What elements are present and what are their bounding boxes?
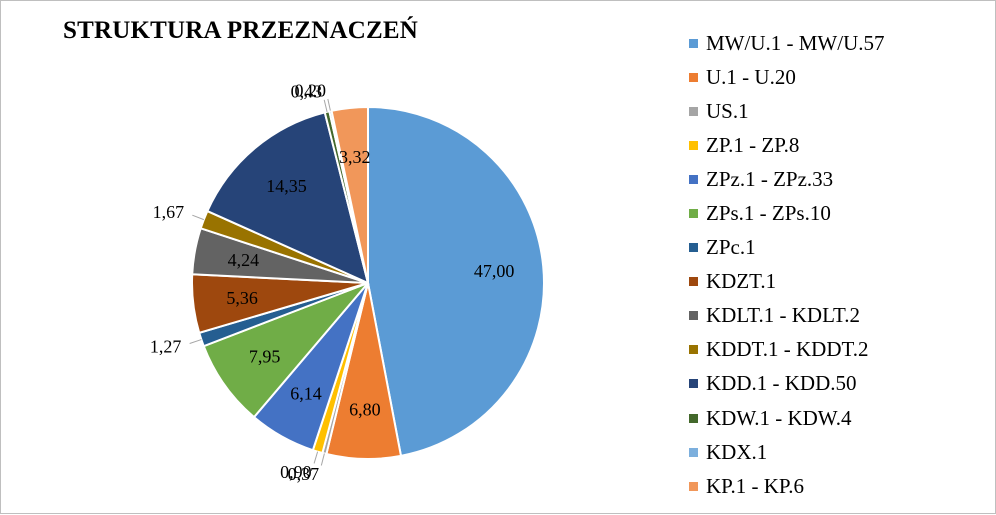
legend-label: US.1 [706,98,749,123]
legend-item-2: US.1 [689,94,884,128]
legend-swatch [689,106,698,116]
legend-swatch [689,447,698,457]
legend-label: MW/U.1 - MW/U.57 [706,30,885,55]
legend-item-13: KP.1 - KP.6 [689,469,884,503]
legend-item-0: MW/U.1 - MW/U.57 [689,26,884,60]
legend-item-5: ZPs.1 - ZPs.10 [689,196,884,230]
legend-label: KP.1 - KP.6 [706,473,805,498]
legend-swatch [689,140,698,150]
legend-swatch [689,174,698,184]
legend-label: U.1 - U.20 [706,64,796,89]
legend-swatch [689,345,698,355]
legend-swatch [689,38,698,48]
legend-swatch [689,243,698,253]
leader-line-2 [320,453,325,466]
legend-swatch [689,413,698,423]
legend-swatch [689,277,698,287]
legend-label: KDD.1 - KDD.50 [706,371,857,396]
data-label-3: 0,90 [280,462,312,482]
legend-label: KDLT.1 - KDLT.2 [706,303,860,328]
legend-item-9: KDDT.1 - KDDT.2 [689,333,884,367]
legend-swatch [689,209,698,219]
legend-item-3: ZP.1 - ZP.8 [689,128,884,162]
legend-label: KDW.1 - KDW.4 [706,405,852,430]
data-label-6: 1,27 [150,336,182,356]
legend-item-8: KDLT.1 - KDLT.2 [689,299,884,333]
legend-label: KDDT.1 - KDDT.2 [706,337,869,362]
data-label-13: 3,32 [339,147,371,167]
legend-item-10: KDD.1 - KDD.50 [689,367,884,401]
legend-swatch [689,72,698,82]
legend: MW/U.1 - MW/U.57 U.1 - U.20 US.1 ZP.1 - ZP.… [689,26,884,503]
leader-line-9 [192,214,204,221]
data-label-2: 0,37 [288,464,320,484]
data-label-1: 6,80 [349,400,381,420]
data-label-9: 1,67 [153,202,185,222]
legend-label: ZPz.1 - ZPz.33 [706,166,834,191]
legend-label: KDZT.1 [706,269,777,294]
legend-item-1: U.1 - U.20 [689,60,884,94]
data-label-12: 0,20 [294,80,326,100]
leader-line-12 [327,98,331,112]
data-label-0: 47,00 [474,261,515,281]
legend-label: KDX.1 [706,439,768,464]
pie-slice-0 [367,105,545,458]
legend-item-11: KDW.1 - KDW.4 [689,401,884,435]
leader-line-3 [313,451,319,464]
data-label-4: 6,14 [290,384,322,404]
legend-label: ZPs.1 - ZPs.10 [706,201,831,226]
leader-line-6 [189,339,202,344]
pie-slice-13 [330,105,369,284]
data-label-11: 0,43 [291,81,323,101]
leader-line-11 [323,99,328,112]
data-label-7: 5,36 [226,288,258,308]
legend-label: ZP.1 - ZP.8 [706,132,800,157]
data-label-10: 14,35 [266,176,307,196]
legend-label: ZPc.1 [706,235,756,260]
legend-swatch [689,379,698,389]
chart-title: STRUKTURA PRZEZNACZEŃ [63,17,418,44]
legend-item-7: KDZT.1 [689,265,884,299]
data-label-5: 7,95 [249,346,281,366]
data-label-8: 4,24 [228,250,260,270]
legend-item-4: ZPz.1 - ZPz.33 [689,162,884,196]
legend-item-12: KDX.1 [689,435,884,469]
legend-swatch [689,311,698,321]
legend-swatch [689,481,698,491]
pie-slice-10 [206,111,370,285]
legend-item-6: ZPc.1 [689,231,884,265]
